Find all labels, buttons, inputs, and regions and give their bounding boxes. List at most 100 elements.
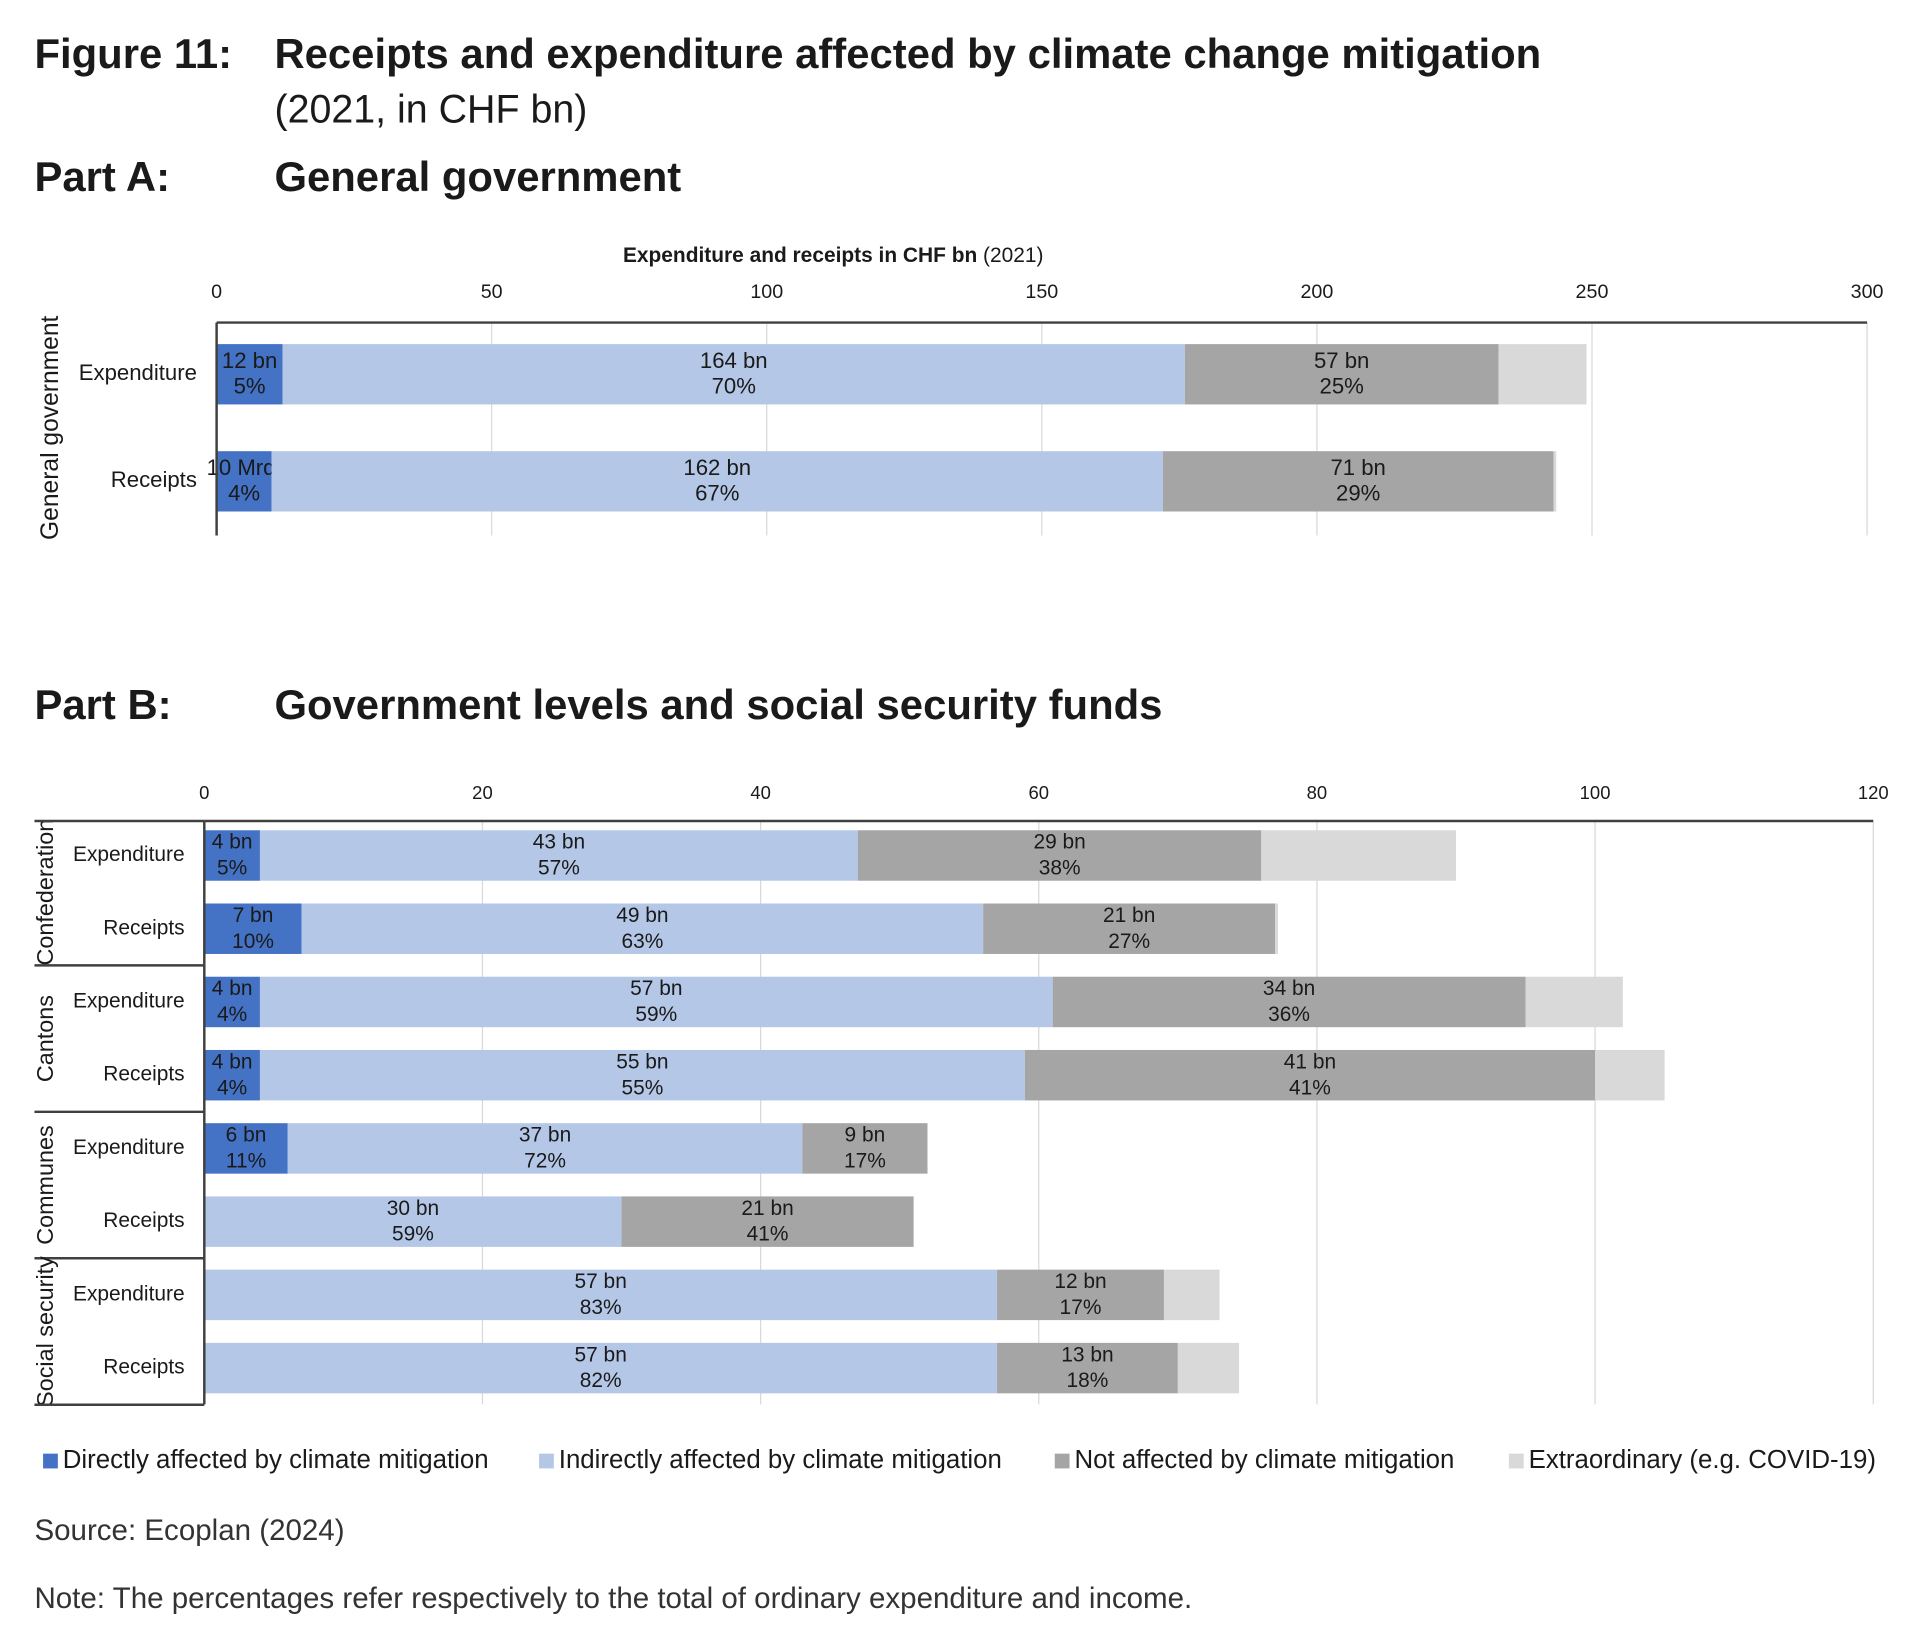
bar-segment xyxy=(216,344,283,405)
percent-label: 17% xyxy=(1060,1296,1102,1319)
data-label: 9 bn xyxy=(845,1124,886,1147)
x-tick-label: 100 xyxy=(750,281,783,303)
percent-label: 5% xyxy=(217,857,247,880)
bar-segment xyxy=(1184,344,1499,405)
bar-segment xyxy=(204,903,302,954)
percent-label: 70% xyxy=(712,374,756,399)
part-label: Part A: xyxy=(34,153,170,200)
data-label: 30 bn xyxy=(387,1197,439,1220)
bar-segment xyxy=(301,903,984,954)
note: Note: The percentages refer respectively… xyxy=(34,1582,1192,1615)
bar-segment xyxy=(621,1196,914,1247)
bar-segment xyxy=(259,830,858,881)
data-label: 10 Mrd. xyxy=(207,455,282,480)
figure-title: Receipts and expenditure affected by cli… xyxy=(274,30,1541,77)
bar-segment xyxy=(204,1342,998,1394)
percent-label: 27% xyxy=(1108,930,1150,953)
bar-segment xyxy=(259,1049,1025,1101)
data-label: 4 bn xyxy=(212,1050,253,1073)
percent-label: 17% xyxy=(844,1149,886,1172)
data-label: 164 bn xyxy=(700,348,768,373)
percent-label: 4% xyxy=(228,481,260,506)
percent-label: 55% xyxy=(621,1076,663,1099)
category-label: Receipts xyxy=(111,467,197,492)
x-tick-label: 200 xyxy=(1300,281,1333,303)
data-label: 41 bn xyxy=(1284,1050,1336,1073)
group-label: Cantons xyxy=(32,995,58,1082)
category-label: Receipts xyxy=(103,1063,184,1086)
percent-label: 72% xyxy=(524,1149,566,1172)
bar-segment xyxy=(1498,344,1587,405)
percent-label: 5% xyxy=(234,374,266,399)
bar-segment xyxy=(1275,903,1278,954)
group-label: Communes xyxy=(32,1125,58,1245)
category-label: Receipts xyxy=(103,916,184,939)
group-label: Confederation xyxy=(32,819,58,966)
data-label: 57 bn xyxy=(575,1343,627,1366)
bar-segment xyxy=(204,830,260,881)
x-tick-label: 0 xyxy=(211,281,222,303)
percent-label: 18% xyxy=(1067,1369,1109,1392)
x-tick-label: 20 xyxy=(472,782,493,803)
bar-segment xyxy=(204,1049,260,1101)
bar-segment xyxy=(997,1269,1164,1321)
figure-subtitle: (2021, in CHF bn) xyxy=(274,88,587,132)
bar-segment xyxy=(216,451,272,512)
percent-label: 38% xyxy=(1039,857,1081,880)
percent-label: 57% xyxy=(538,857,580,880)
bar-segment xyxy=(857,830,1262,881)
group-label: General government xyxy=(37,315,64,540)
x-axis-title-note: (2021) xyxy=(983,244,1043,267)
legend-swatch xyxy=(1508,1453,1524,1469)
data-label: 43 bn xyxy=(533,831,585,854)
figure-number: Figure 11: xyxy=(34,30,232,77)
x-axis-title-main: Expenditure and receipts in CHF bn xyxy=(623,244,977,267)
x-tick-label: 250 xyxy=(1576,281,1609,303)
percent-label: 11% xyxy=(226,1149,266,1172)
data-label: 7 bn xyxy=(233,904,274,927)
category-label: Receipts xyxy=(103,1356,184,1379)
percent-label: 83% xyxy=(580,1296,622,1319)
legend-swatch xyxy=(1054,1453,1070,1469)
data-label: 55 bn xyxy=(616,1050,668,1073)
x-tick-label: 0 xyxy=(199,782,209,803)
data-label: 12 bn xyxy=(1054,1270,1106,1293)
percent-label: 36% xyxy=(1268,1003,1310,1026)
data-label: 12 bn xyxy=(222,348,277,373)
legend-swatch xyxy=(539,1453,554,1469)
bar-segment xyxy=(1525,976,1623,1028)
category-label: Expenditure xyxy=(73,1136,185,1159)
percent-label: 41% xyxy=(747,1223,789,1246)
data-label: 4 bn xyxy=(212,831,253,854)
category-label: Expenditure xyxy=(73,1282,185,1305)
data-label: 71 bn xyxy=(1330,455,1385,480)
x-tick-label: 120 xyxy=(1858,782,1889,803)
bar-segment xyxy=(259,976,1053,1028)
category-label: Expenditure xyxy=(73,989,185,1012)
percent-label: 59% xyxy=(392,1223,434,1246)
data-label: 6 bn xyxy=(226,1124,267,1147)
part-title: General government xyxy=(274,153,681,200)
x-tick-label: 80 xyxy=(1307,782,1328,803)
percent-label: 59% xyxy=(635,1003,677,1026)
x-tick-label: 50 xyxy=(481,281,503,303)
bar-segment xyxy=(983,903,1276,954)
bar-segment xyxy=(1024,1049,1596,1101)
percent-label: 29% xyxy=(1336,481,1380,506)
legend-label: Not affected by climate mitigation xyxy=(1074,1446,1454,1474)
bar-segment xyxy=(204,1269,998,1321)
legend-label: Extraordinary (e.g. COVID-19) xyxy=(1529,1446,1876,1474)
bar-segment xyxy=(204,1196,622,1247)
source: Source: Ecoplan (2024) xyxy=(34,1514,344,1547)
part-title: Government levels and social security fu… xyxy=(274,681,1162,728)
part-label: Part B: xyxy=(34,681,171,728)
x-tick-label: 100 xyxy=(1580,782,1611,803)
group-label: Social security xyxy=(32,1256,58,1407)
bar-segment xyxy=(802,1123,928,1174)
percent-label: 63% xyxy=(621,930,663,953)
x-tick-label: 60 xyxy=(1029,782,1050,803)
bar-segment xyxy=(1177,1342,1240,1394)
data-label: 21 bn xyxy=(741,1197,793,1220)
